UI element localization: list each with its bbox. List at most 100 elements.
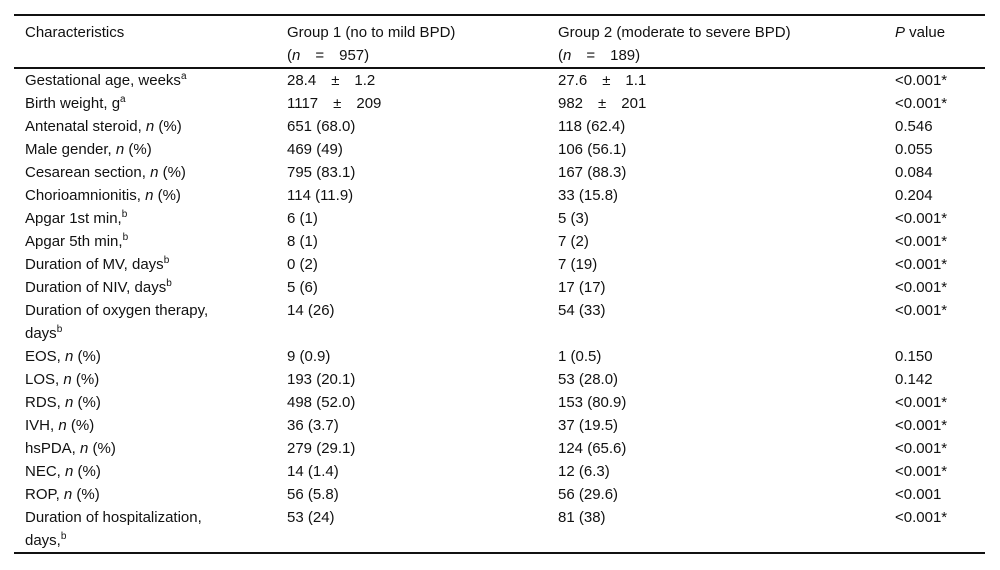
group1-value: 498 (52.0) [287, 394, 356, 411]
row-label-text: Duration of NIV, days [25, 279, 167, 296]
row-label: EOS, n (%) [14, 345, 287, 368]
row-label-suffix: (%) [153, 187, 181, 204]
p-value: 0.084 [895, 164, 933, 181]
row-label-suffix: (%) [158, 164, 186, 181]
table-row: Gestational age, weeksa 28.4 ± 1.2 27.6 … [14, 68, 985, 92]
group2-value: 53 (28.0) [558, 371, 619, 388]
row-label: ROP, n (%) [14, 483, 287, 506]
p-value: <0.001* [895, 440, 948, 457]
group1-value: 279 (29.1) [287, 440, 356, 457]
group1-value: 5 (6) [287, 279, 318, 296]
group1-value: 8 (1) [287, 233, 318, 250]
group2-value: 81 (38) [558, 509, 606, 526]
row-label-italic-n: n [145, 118, 155, 135]
row-label-suffix: (%) [73, 394, 101, 411]
group2-n-open: ( [558, 47, 563, 64]
group2-value: 33 (15.8) [558, 187, 619, 204]
p-value: <0.001* [895, 302, 948, 319]
group2-value: 153 (80.9) [558, 394, 627, 411]
group1-title: Group 1 (no to mild BPD) [287, 24, 456, 41]
row-label-superscript: b [56, 324, 63, 335]
group2-n: n [563, 47, 572, 64]
group2-value: 118 (62.4) [558, 118, 626, 135]
group1-value: 193 (20.1) [287, 371, 356, 388]
col-header-group2: Group 2 (moderate to severe BPD) (n = 189… [558, 15, 895, 69]
p-value: 0.546 [895, 118, 933, 135]
pvalue-label: value [905, 24, 946, 41]
row-label-italic-n: n [80, 440, 89, 457]
group2-n-count: = 189) [571, 47, 641, 64]
row-label-superscript: b [60, 531, 67, 542]
row-label-text: hsPDA, [25, 440, 81, 457]
row-label-italic-n: n [65, 394, 74, 411]
row-label-italic-n: n [65, 463, 74, 480]
group2-value: 1 (0.5) [558, 348, 602, 365]
row-label-suffix: (%) [73, 463, 101, 480]
table-row: Antenatal steroid, n (%) 651 (68.0) 118 … [14, 115, 985, 138]
group1-value: 6 (1) [287, 210, 318, 227]
group2-value: 37 (19.5) [558, 417, 619, 434]
table-row: NEC, n (%) 14 (1.4) 12 (6.3) <0.001* [14, 460, 985, 483]
row-label: Duration of oxygen therapy, daysb [14, 299, 287, 345]
table-row: Chorioamnionitis, n (%) 114 (11.9) 33 (1… [14, 184, 985, 207]
p-value: <0.001* [895, 394, 948, 411]
row-label-suffix: (%) [154, 118, 182, 135]
p-value: <0.001* [895, 95, 948, 112]
group1-n: n [292, 47, 301, 64]
row-label-text: RDS, [25, 394, 66, 411]
group1-value: 795 (83.1) [287, 164, 356, 181]
table-row: Duration of MV, daysb 0 (2) 7 (19) <0.00… [14, 253, 985, 276]
row-label-text: Duration of MV, days [25, 256, 164, 273]
table-row: EOS, n (%) 9 (0.9) 1 (0.5) 0.150 [14, 345, 985, 368]
group2-value: 5 (3) [558, 210, 589, 227]
group1-value: 0 (2) [287, 256, 318, 273]
table-row: Duration of hospitalization, days,b 53 (… [14, 506, 985, 553]
row-label: Antenatal steroid, n (%) [14, 115, 287, 138]
row-label-superscript: a [180, 71, 187, 82]
row-label-text: IVH, [25, 417, 59, 434]
group2-value: 17 (17) [558, 279, 606, 296]
row-label-superscript: b [166, 278, 172, 289]
p-value: <0.001* [895, 463, 948, 480]
p-value: 0.055 [895, 141, 933, 158]
row-label-italic-n: n [63, 486, 73, 503]
group2-value: 7 (2) [558, 233, 589, 250]
row-label-text: Cesarean section, [25, 164, 151, 181]
table-row: Birth weight, ga 1117 ± 209 982 ± 201 <0… [14, 92, 985, 115]
row-label-text: Gestational age, weeks [25, 72, 181, 89]
p-value: 0.204 [895, 187, 933, 204]
row-label-superscript: b [163, 255, 170, 266]
table-row: IVH, n (%) 36 (3.7) 37 (19.5) <0.001* [14, 414, 985, 437]
group2-value: 106 (56.1) [558, 141, 627, 158]
table-row: LOS, n (%) 193 (20.1) 53 (28.0) 0.142 [14, 368, 985, 391]
group1-value: 53 (24) [287, 509, 335, 526]
table-header-row: Characteristics Group 1 (no to mild BPD)… [14, 15, 985, 69]
row-label-italic-n: n [150, 164, 159, 181]
row-label-superscript: b [122, 232, 129, 243]
p-value: <0.001* [895, 72, 948, 89]
row-label-superscript: b [121, 209, 128, 220]
row-label-suffix: (%) [71, 371, 100, 388]
row-label-italic-n: n [65, 348, 74, 365]
group2-title: Group 2 (moderate to severe BPD) [558, 24, 791, 41]
p-value: <0.001* [895, 279, 948, 296]
row-label: Apgar 5th min,b [14, 230, 287, 253]
row-label-text: Antenatal steroid, [25, 118, 146, 135]
group1-value: 651 (68.0) [287, 118, 356, 135]
row-label: Chorioamnionitis, n (%) [14, 184, 287, 207]
group2-value: 56 (29.6) [558, 486, 619, 503]
row-label-text: Duration of hospitalization, days, [25, 509, 202, 549]
row-label-text: EOS, [25, 348, 66, 365]
p-value: <0.001 [895, 486, 942, 503]
group1-value: 9 (0.9) [287, 348, 331, 365]
p-value: <0.001* [895, 417, 948, 434]
group2-value: 167 (88.3) [558, 164, 627, 181]
group1-value: 114 (11.9) [287, 187, 354, 204]
row-label-italic-n: n [58, 417, 67, 434]
group1-value: 36 (3.7) [287, 417, 339, 434]
row-label: Male gender, n (%) [14, 138, 287, 161]
row-label: Duration of NIV, daysb [14, 276, 287, 299]
group2-value: 54 (33) [558, 302, 606, 319]
table-row: Apgar 5th min,b 8 (1) 7 (2) <0.001* [14, 230, 985, 253]
row-label-text: Apgar 5th min, [25, 233, 123, 250]
